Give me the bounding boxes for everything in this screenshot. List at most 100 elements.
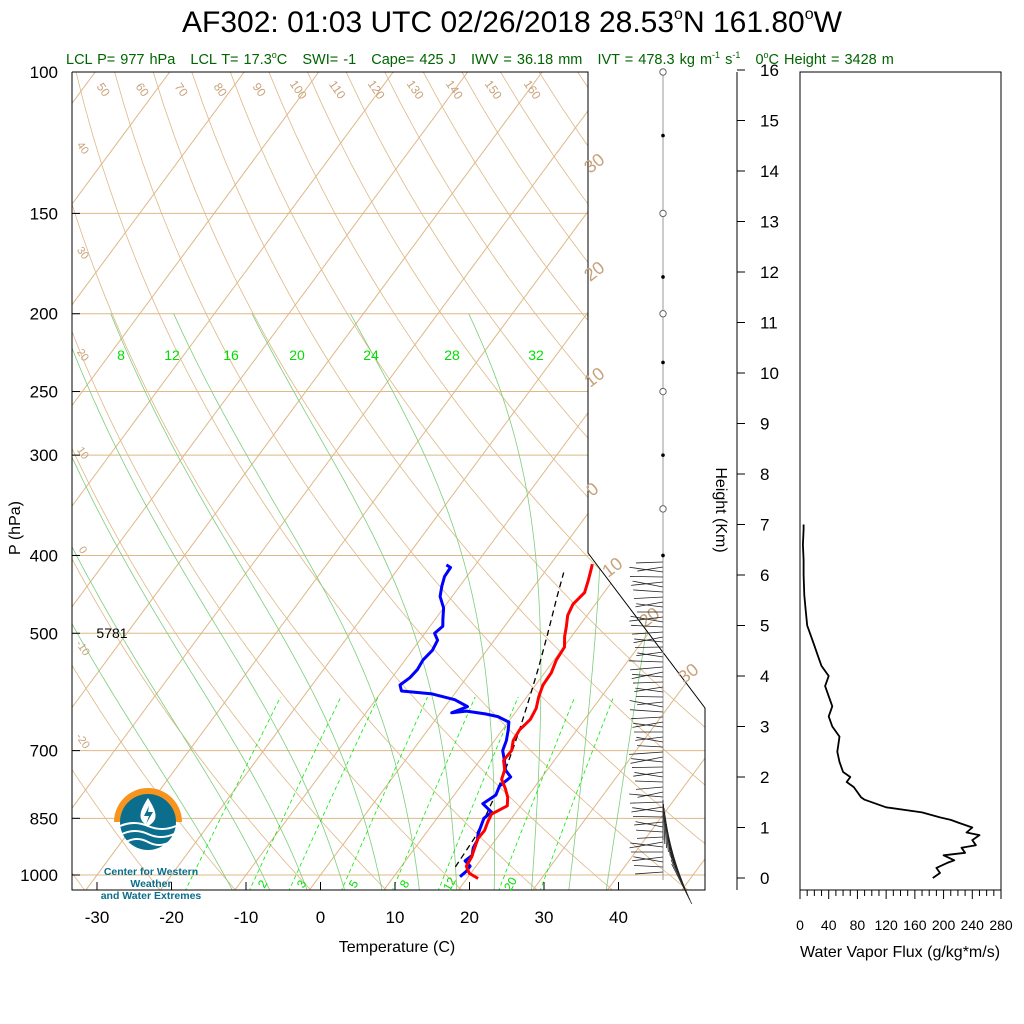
height-tick-label: 7 <box>760 516 769 535</box>
mixing-ratio-line <box>287 696 379 890</box>
flux-panel-frame <box>799 71 1002 891</box>
height-tick-label: 11 <box>760 314 778 333</box>
plot-border <box>71 71 706 891</box>
dry-adiabat-line <box>114 72 691 890</box>
wind-barb <box>630 666 664 671</box>
calm-wind-circle <box>659 209 667 218</box>
isotherm-line <box>233 72 705 890</box>
x-tick-label: 40 <box>609 908 628 927</box>
isotherm-line <box>307 72 705 890</box>
dry-adiabat-line <box>538 72 705 890</box>
mixing-ratio-bottom-label: 12 <box>440 874 459 893</box>
height-tick-label: 0 <box>760 869 769 888</box>
y-tick-label: 850 <box>30 809 58 828</box>
wind-barb <box>634 821 664 826</box>
dry-adiabat-left-label: 40 <box>74 140 91 157</box>
mixing-ratio-label: 12 <box>164 347 180 363</box>
y-axis-label: P (hPa) <box>7 501 24 555</box>
x-tick-label: 30 <box>535 908 554 927</box>
y-tick-label: 250 <box>30 383 58 402</box>
dry-adiabat-left-label: -20 <box>73 731 92 751</box>
moist-adiabat-label: 10 <box>598 553 626 581</box>
height-axis-label: Height (Km) <box>712 467 729 552</box>
wind-barb <box>634 772 664 778</box>
dry-adiabat-top-label: 60 <box>133 80 152 99</box>
dry-adiabat-top-label: 140 <box>443 77 466 102</box>
mixing-ratio-line <box>184 696 281 890</box>
moist-adiabat-line <box>251 313 458 890</box>
dry-adiabat-line <box>461 72 705 890</box>
x-tick-label: -20 <box>159 908 184 927</box>
wind-barb <box>634 686 664 692</box>
dry-adiabat-line <box>693 72 705 890</box>
flux-tick-label: 280 <box>989 917 1013 933</box>
wind-dot <box>661 133 665 138</box>
y-tick-label: 400 <box>30 546 58 565</box>
dry-adiabat-line <box>72 72 313 890</box>
x-tick-label: -10 <box>234 908 259 927</box>
dry-adiabat-left-label: 0 <box>76 544 89 556</box>
flux-axis-label: Water Vapor Flux (g/kg*m/s) <box>800 944 1000 961</box>
height-tick-label: 13 <box>760 213 779 232</box>
mixing-ratio-bottom-label: 8 <box>397 877 413 890</box>
wind-dot <box>661 453 665 457</box>
dry-adiabat-top-label: 110 <box>326 78 349 102</box>
wind-dot <box>661 360 665 365</box>
wind-barb <box>632 807 664 813</box>
wind-dot <box>661 275 665 279</box>
flux-tick-label: 120 <box>874 917 898 933</box>
dry-adiabat-top-label: 120 <box>365 77 388 102</box>
sounding-traces <box>398 563 594 880</box>
isotherm-line <box>0 72 21 892</box>
moist-adiabat-line <box>468 313 542 890</box>
isotherm-line <box>456 72 705 890</box>
wind-barb <box>629 700 664 708</box>
wind-barb <box>636 651 664 657</box>
wind-barb <box>632 580 664 588</box>
calm-wind-circle <box>659 387 667 396</box>
freezing-level-height: 0oC Height = 3428 m <box>755 50 894 68</box>
height-tick-label: 14 <box>760 162 779 181</box>
sounding-info-line: LCL P= 977 hPa LCL T= 17.3oC SWI= -1 Cap… <box>66 50 894 68</box>
mixing-ratio-line <box>391 696 476 890</box>
dry-adiabat-line <box>72 72 87 890</box>
cw3e-logo <box>114 788 182 850</box>
wind-dot <box>661 553 665 558</box>
wind-barb <box>635 687 664 693</box>
wind-barb <box>632 631 664 635</box>
wind-barb <box>636 829 664 833</box>
flux-tick-label: 40 <box>821 917 837 933</box>
dry-adiabat-line <box>384 72 705 890</box>
dry-adiabat-line <box>0 72 11 892</box>
calm-wind-circle <box>659 310 667 318</box>
wind-barb <box>631 624 664 628</box>
dry-adiabat-line <box>307 72 705 890</box>
wind-barb <box>635 601 664 608</box>
y-tick-label: 500 <box>30 624 58 643</box>
wind-barb-surface <box>663 803 666 845</box>
mixing-ratio-line <box>248 696 342 890</box>
dry-adiabat-line <box>72 72 465 890</box>
dry-adiabat-line <box>72 72 389 890</box>
dry-adiabat-top-label: 100 <box>287 77 310 102</box>
isotherm-line <box>72 72 469 890</box>
mixing-ratio-label: 8 <box>117 347 125 363</box>
y-tick-label: 100 <box>30 63 58 82</box>
swi-value: SWI= -1 <box>302 51 357 68</box>
dry-adiabat-line <box>654 72 705 890</box>
isotherm-line <box>84 72 692 890</box>
x-tick-label: 10 <box>386 908 405 927</box>
plot-frame <box>71 71 706 891</box>
logo-bolt-icon <box>144 806 153 824</box>
lcl-pressure: LCL P= 977 hPa <box>66 51 176 68</box>
dry-adiabat-line <box>72 72 540 890</box>
moist-adiabat-line <box>110 313 383 890</box>
dry-adiabat-top-label: 130 <box>404 77 427 102</box>
wind-barb <box>634 596 664 599</box>
wind-barb <box>631 758 664 763</box>
isotherm-line <box>72 72 543 890</box>
wind-barb <box>635 780 664 783</box>
height-tick-label: 4 <box>760 667 769 686</box>
wind-barb <box>636 786 664 790</box>
logo-name-line-2: and Water Extremes <box>100 890 202 902</box>
